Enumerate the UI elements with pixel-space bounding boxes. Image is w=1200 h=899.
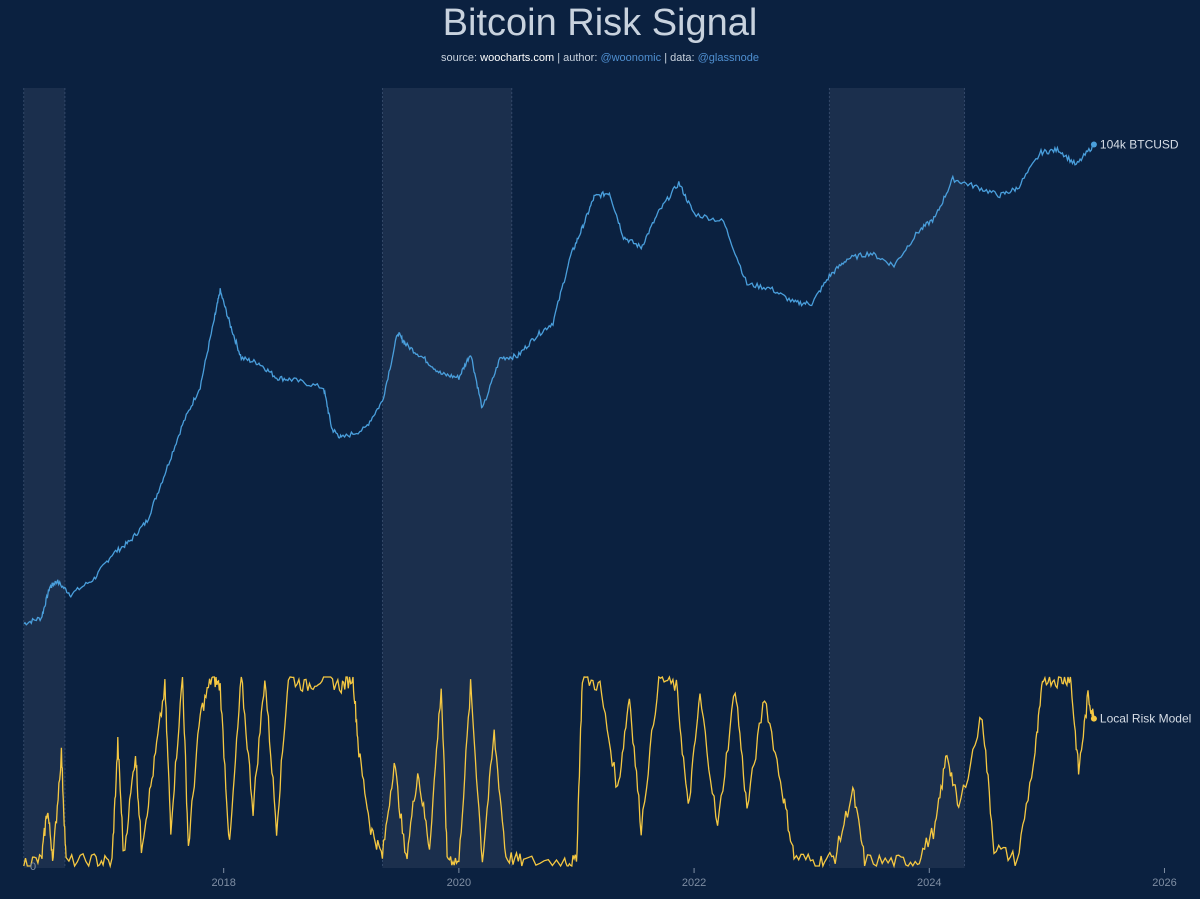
shaded-period-2 [829,88,965,868]
subtitle-author-prefix: | author: [554,52,601,64]
x-tick-label-2022: 2022 [682,877,706,889]
subtitle-data-prefix: | data: [661,52,698,64]
x-tick-label-2026: 2026 [1152,877,1176,889]
x-tick-label-2018: 2018 [211,877,235,889]
shaded-period-0 [23,88,65,868]
subtitle-source-prefix: source: [441,52,481,64]
chart-subtitle: source: woocharts.com | author: @woonomi… [0,52,1200,64]
x-tick-label-2024: 2024 [917,877,941,889]
subtitle-source-link[interactable]: woocharts.com [480,52,555,64]
risk-y-tick-label-0: 0 [30,861,36,873]
local-risk-model-end-dot [1090,715,1097,722]
x-tick-label-2020: 2020 [447,877,471,889]
chart-title: Bitcoin Risk Signal [442,2,758,44]
btcusd-end-label: 104k BTCUSD [1100,137,1179,151]
subtitle-data-link[interactable]: @glassnode [697,52,759,64]
btcusd-line [23,142,1095,626]
shaded-period-1 [382,88,512,868]
subtitle-author-link[interactable]: @woonomic [600,52,662,64]
local-risk-model-line [23,675,1095,869]
btcusd-end-dot [1090,141,1097,148]
local-risk-model-end-label: Local Risk Model [1100,712,1191,726]
